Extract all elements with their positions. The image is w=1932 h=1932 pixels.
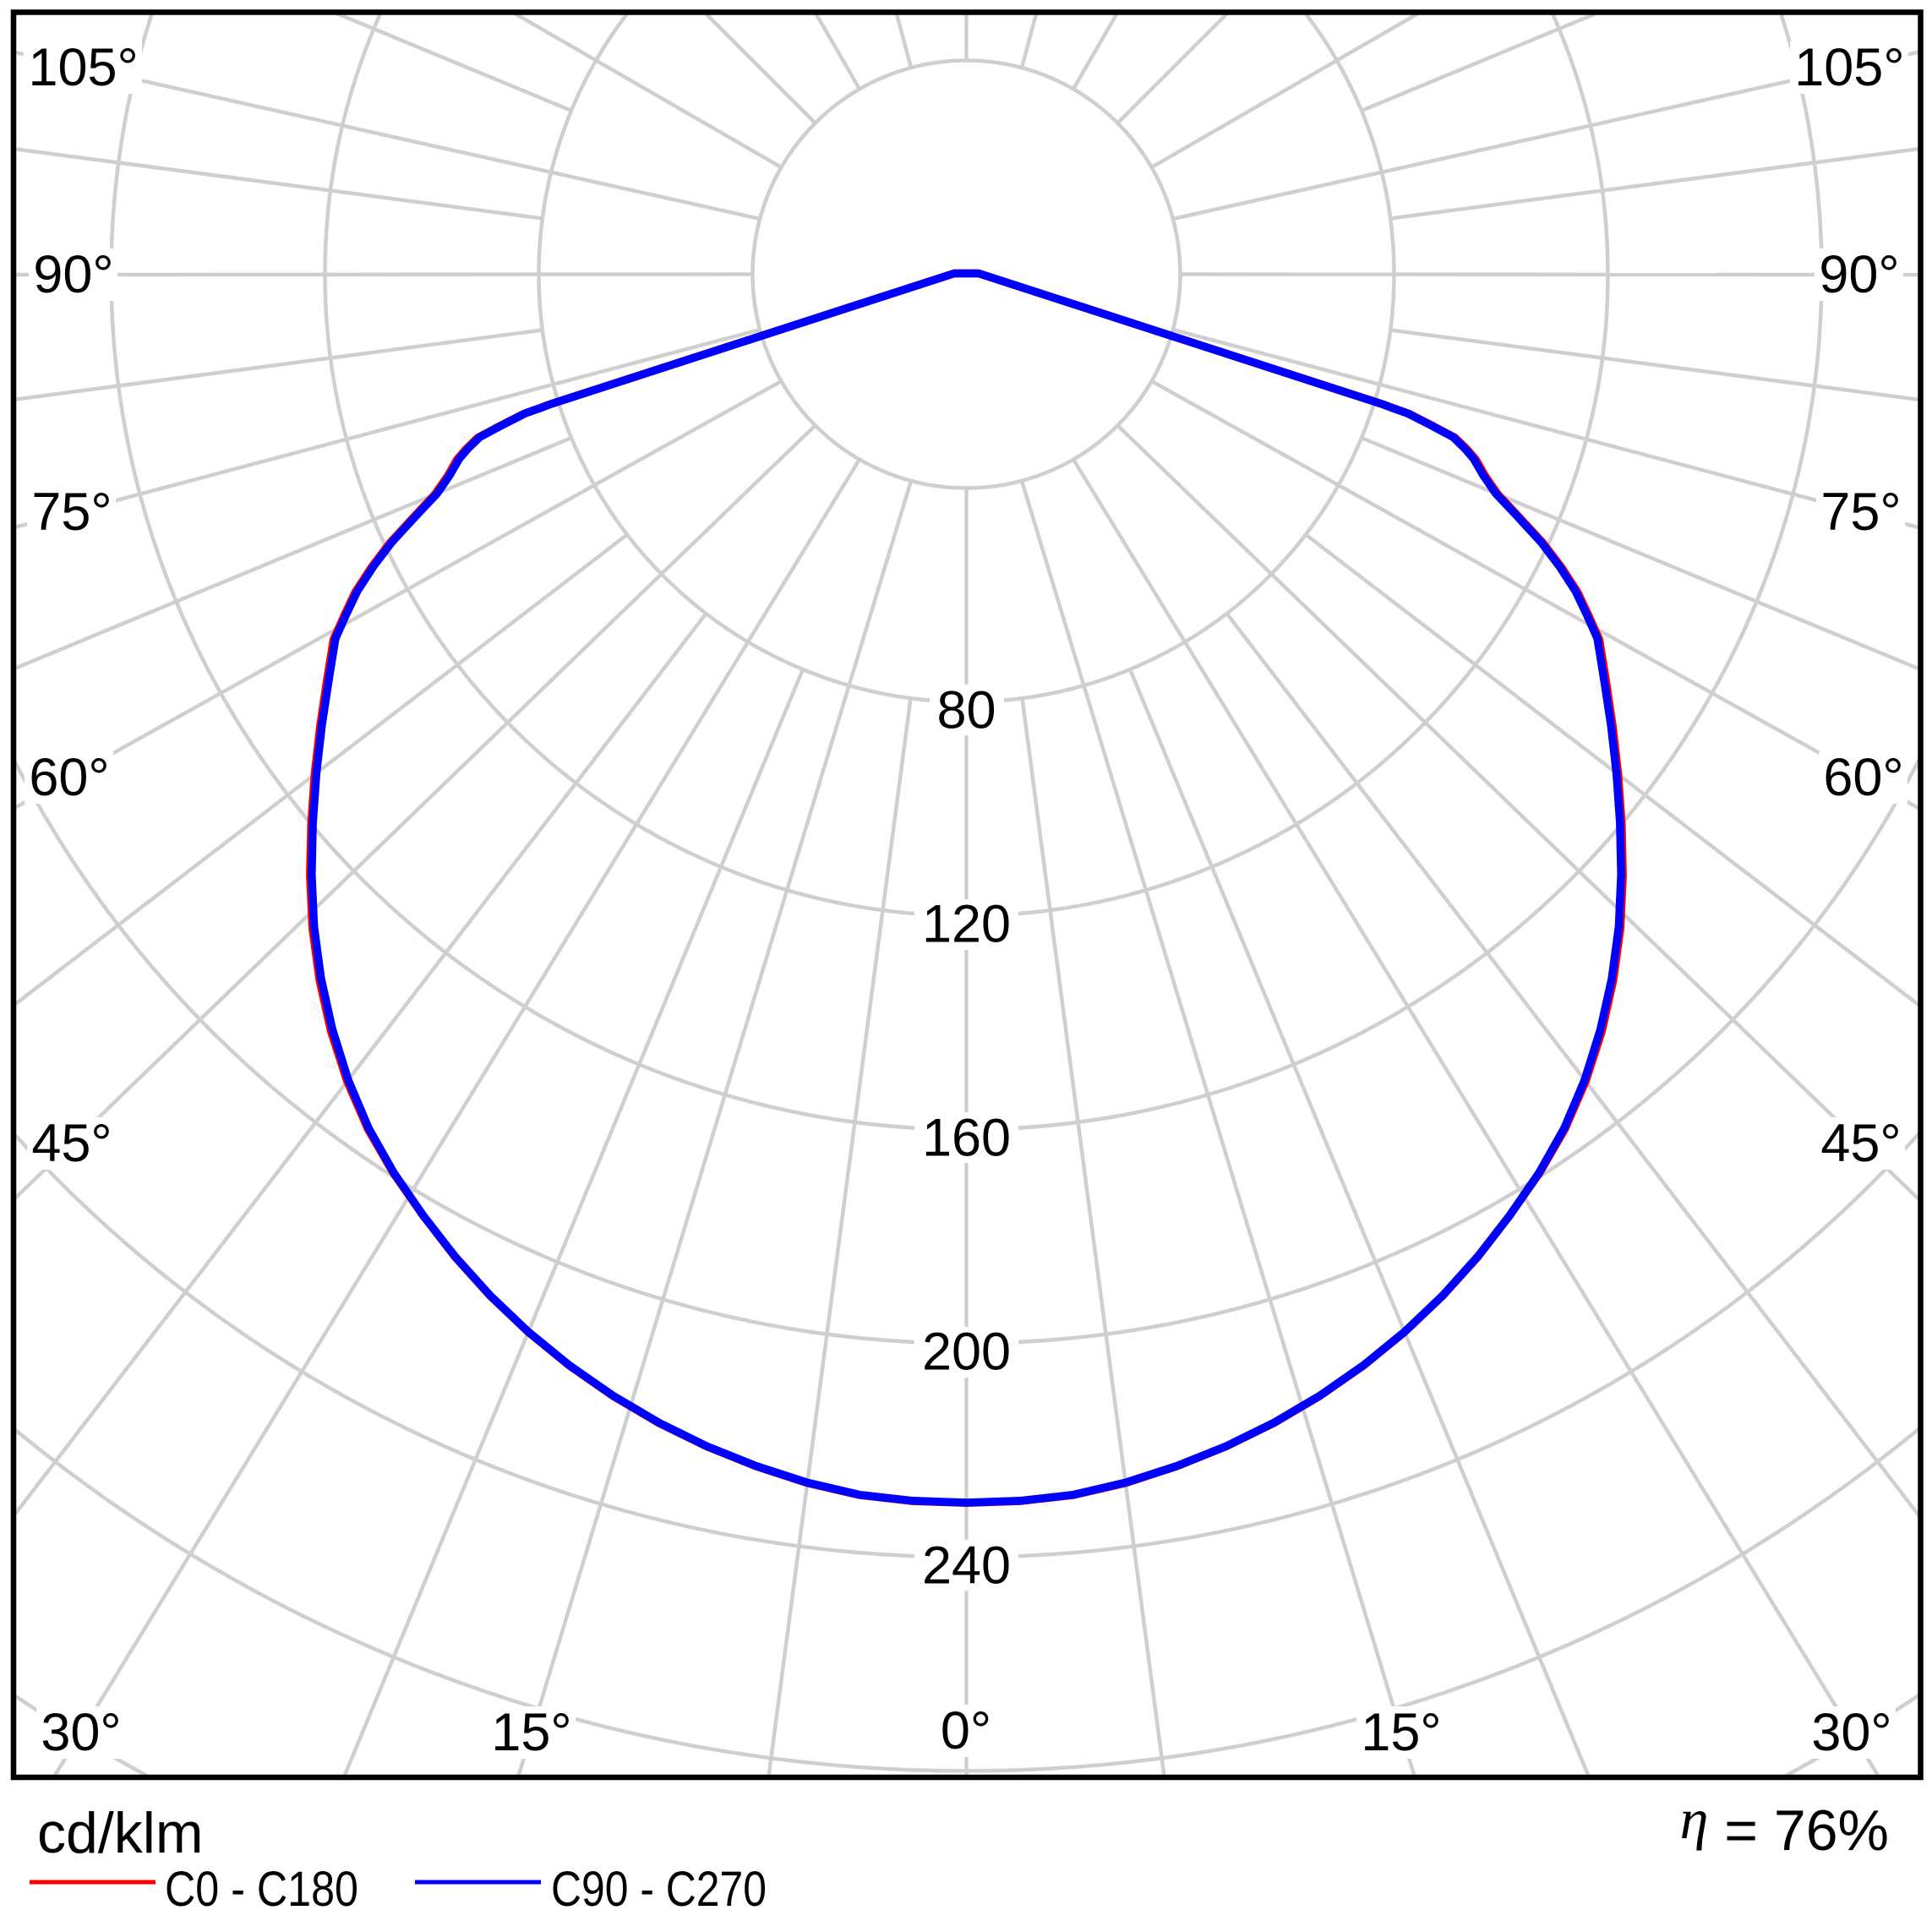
svg-text:0°: 0°	[941, 1701, 991, 1760]
svg-text:75°: 75°	[31, 483, 112, 542]
svg-text:80: 80	[936, 681, 996, 740]
svg-text:cd/klm: cd/klm	[37, 1801, 203, 1865]
svg-text:105°: 105°	[28, 38, 138, 97]
svg-text:C0 - C180: C0 - C180	[165, 1862, 358, 1917]
svg-text:15°: 15°	[491, 1703, 571, 1762]
svg-text:105°: 105°	[1794, 38, 1904, 97]
svg-text:15°: 15°	[1361, 1703, 1441, 1762]
svg-text:240: 240	[922, 1536, 1011, 1596]
svg-text:120: 120	[922, 895, 1011, 954]
svg-text:45°: 45°	[31, 1114, 112, 1173]
svg-text:C90 - C270: C90 - C270	[551, 1862, 767, 1917]
svg-text:30°: 30°	[41, 1703, 121, 1762]
svg-text:90°: 90°	[1819, 245, 1899, 304]
svg-text:200: 200	[922, 1323, 1011, 1382]
svg-text:30°: 30°	[1811, 1703, 1891, 1762]
svg-text:160: 160	[922, 1109, 1011, 1168]
svg-text:90°: 90°	[33, 245, 113, 304]
svg-text:η = 76%: η = 76%	[1680, 1787, 1889, 1863]
svg-text:75°: 75°	[1820, 483, 1901, 542]
svg-text:45°: 45°	[1820, 1114, 1901, 1173]
svg-text:60°: 60°	[1823, 748, 1903, 807]
svg-text:60°: 60°	[29, 748, 109, 807]
